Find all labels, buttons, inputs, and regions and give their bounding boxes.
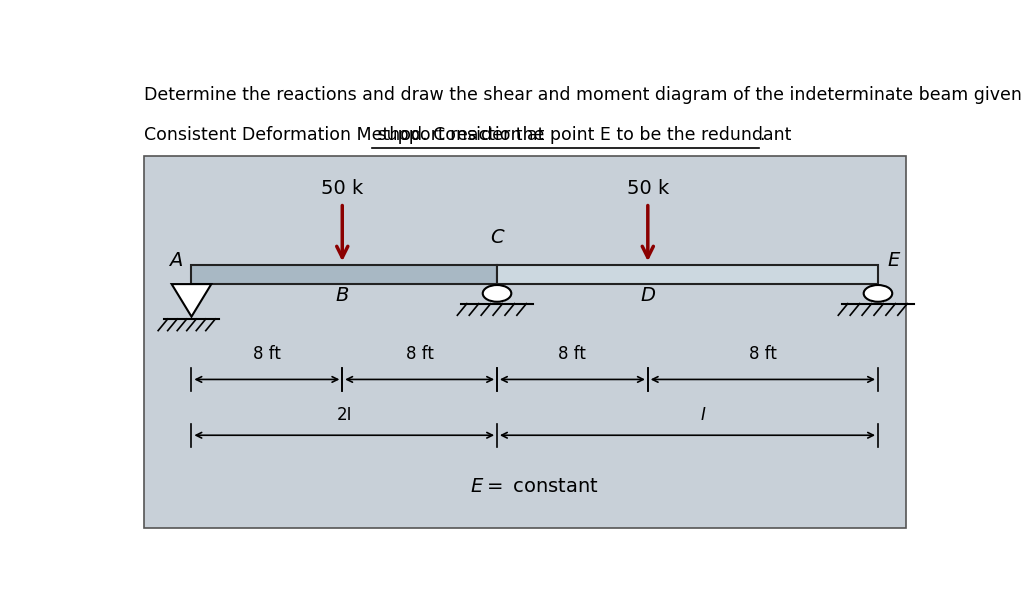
- Text: support reaction at point E to be the redundant: support reaction at point E to be the re…: [372, 126, 791, 144]
- Text: 8 ft: 8 ft: [406, 345, 433, 363]
- Text: 8 ft: 8 ft: [253, 345, 281, 363]
- Text: 50 k: 50 k: [322, 179, 364, 198]
- Text: D: D: [640, 286, 655, 306]
- Text: A: A: [169, 251, 182, 271]
- Text: 2I: 2I: [337, 406, 352, 423]
- Text: Consistent Deformation Method. Consider the: Consistent Deformation Method. Consider …: [143, 126, 544, 144]
- FancyBboxPatch shape: [191, 266, 497, 284]
- Text: $E =$ constant: $E =$ constant: [470, 477, 599, 496]
- Text: E: E: [888, 251, 900, 271]
- Polygon shape: [172, 284, 211, 316]
- Text: I: I: [700, 406, 706, 423]
- FancyBboxPatch shape: [497, 266, 878, 284]
- Circle shape: [482, 285, 511, 302]
- Text: Determine the reactions and draw the shear and moment diagram of the indetermina: Determine the reactions and draw the she…: [143, 86, 1024, 104]
- Circle shape: [863, 285, 892, 302]
- Text: .: .: [759, 126, 764, 144]
- Text: 8 ft: 8 ft: [749, 345, 777, 363]
- Text: C: C: [490, 228, 504, 247]
- FancyBboxPatch shape: [143, 156, 905, 528]
- Text: 50 k: 50 k: [627, 179, 669, 198]
- Text: 8 ft: 8 ft: [558, 345, 587, 363]
- Text: B: B: [336, 286, 349, 306]
